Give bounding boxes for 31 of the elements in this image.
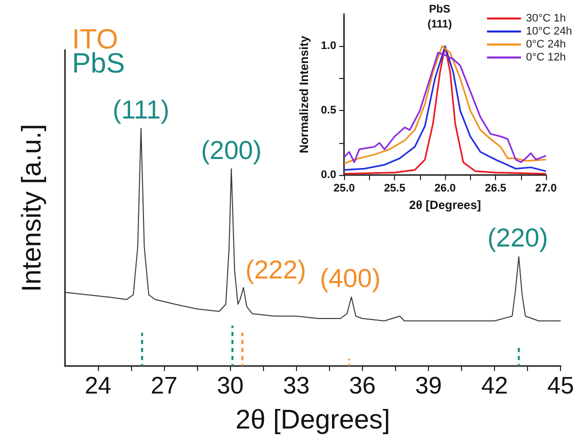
x-tick-label: 39	[415, 372, 442, 400]
x-tick-label: 25.5	[384, 182, 406, 195]
y-tick-label: 1.0	[320, 40, 336, 52]
x-tick-label: 33	[282, 372, 310, 400]
annotation: PbS (111)	[427, 4, 452, 30]
x-tick-label: 36	[349, 372, 376, 400]
y-axis-title: Normalized Intensity	[297, 36, 311, 154]
x-tick-label: 45	[547, 372, 574, 400]
y-axis-title: Intensity [a.u.]	[16, 124, 46, 292]
annotation: (111)	[112, 94, 170, 124]
x-tick-label: 25.0	[333, 182, 355, 195]
legend-label: 10°C 24h	[526, 26, 572, 38]
x-tick-label: 27.0	[535, 182, 557, 195]
annotation: (222)	[245, 254, 306, 285]
x-tick-label: 42	[481, 372, 508, 400]
legend-label: 0°C 24h	[526, 38, 566, 50]
legend-label: 0°C 12h	[526, 52, 566, 64]
annotation: (220)	[487, 222, 548, 253]
x-axis-title: 2θ [Degrees]	[409, 198, 482, 212]
x-tick-label: 24	[84, 372, 112, 400]
text: PbS	[72, 48, 125, 78]
y-tick-label: 0.5	[320, 104, 336, 117]
y-tick-label: 0.0	[320, 169, 336, 182]
legend-label: 30°C 1h	[526, 12, 566, 24]
x-tick-label: 26.0	[434, 182, 456, 195]
annotation: (200)	[200, 134, 262, 165]
x-tick-label: 26.5	[484, 182, 506, 195]
x-tick-label: 30	[216, 372, 244, 400]
x-tick-label: 27	[150, 372, 178, 400]
annotation: (400)	[320, 263, 381, 294]
x-axis-title: 2θ [Degrees]	[236, 404, 390, 434]
